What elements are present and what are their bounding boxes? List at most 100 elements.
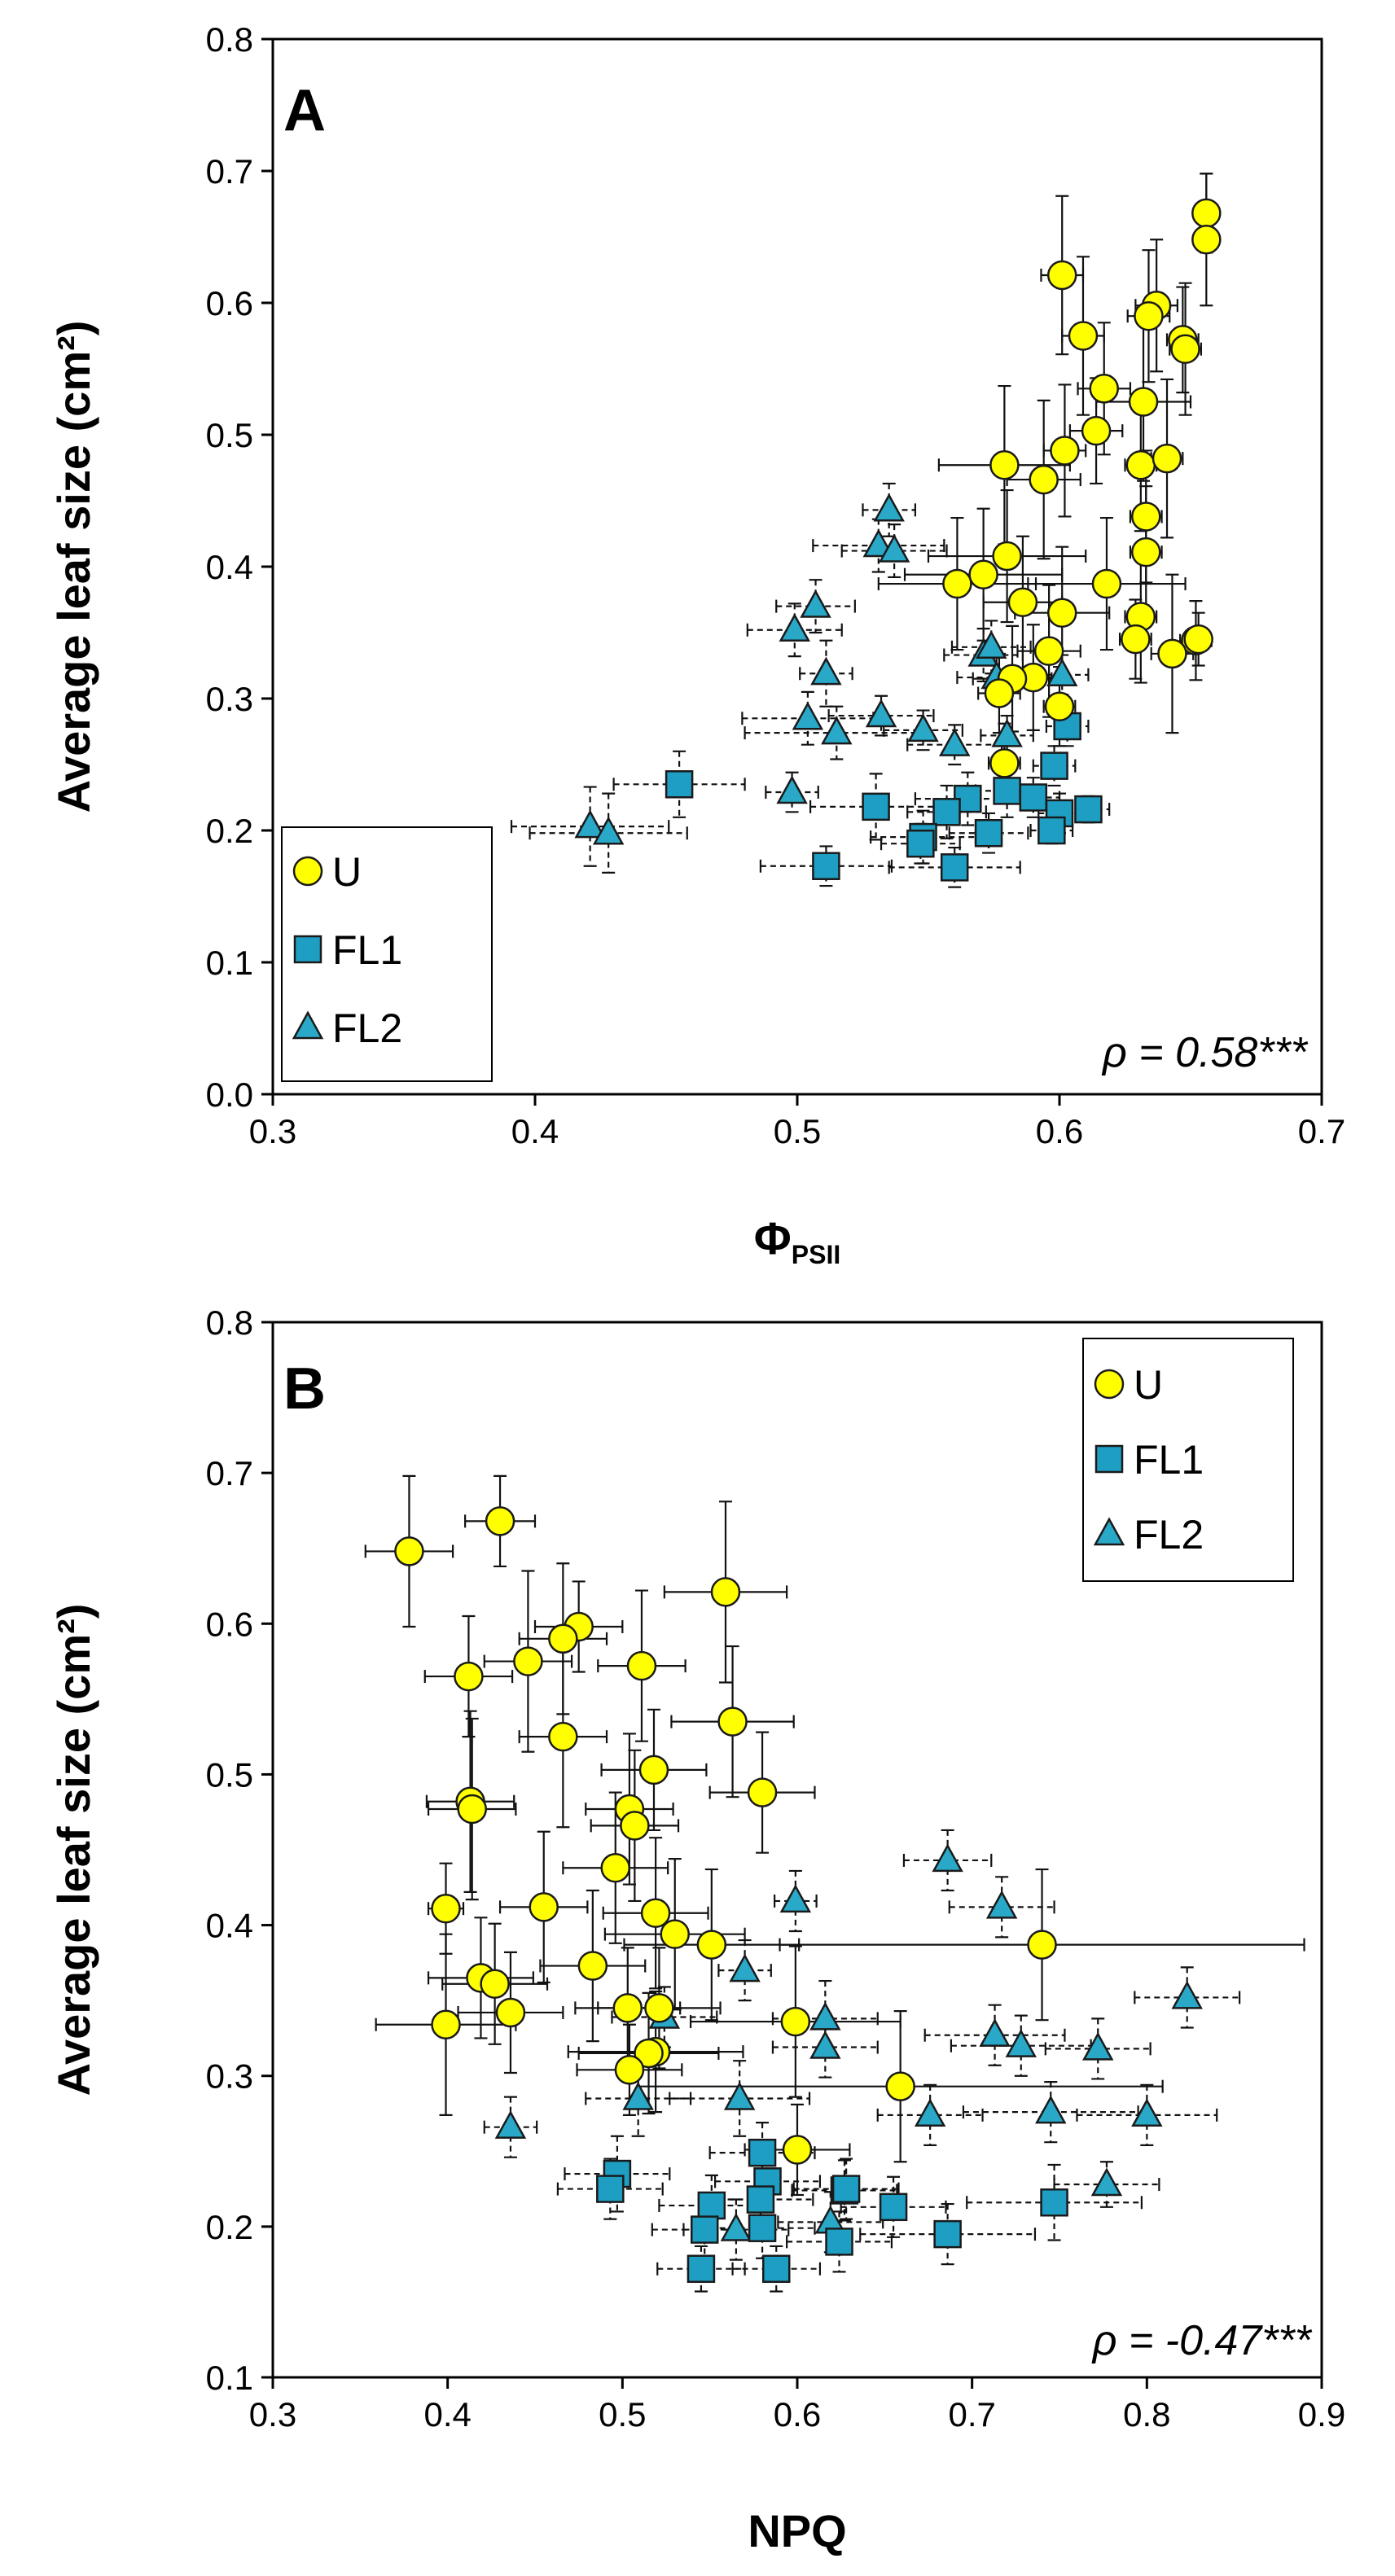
data-point (665, 770, 694, 799)
data-point (991, 718, 1023, 747)
legend-item-u: U (1094, 1362, 1163, 1408)
y-tick-label: 0.8 (206, 20, 253, 59)
data-point (989, 748, 1020, 778)
data-point (812, 852, 840, 880)
legend-item-fl1: FL1 (293, 927, 402, 973)
data-point (592, 816, 625, 845)
data-point (800, 589, 831, 618)
data-point (878, 533, 910, 563)
data-point (485, 1506, 515, 1536)
data-point (1157, 638, 1187, 669)
data-point (809, 2030, 841, 2059)
data-point (1068, 321, 1099, 351)
data-point (809, 2001, 841, 2031)
data-point (1040, 2188, 1068, 2217)
legend-item-u: U (292, 849, 362, 895)
x-tick-label: 0.6 (774, 2395, 821, 2434)
y-tick-label: 0.1 (206, 2359, 253, 2397)
panel-a-x-axis-symbol: Φ (754, 1212, 792, 1264)
data-point (612, 1993, 643, 2023)
data-point (644, 1993, 674, 2023)
data-point (454, 1661, 484, 1692)
data-point (1090, 2167, 1123, 2197)
y-tick-label: 0.3 (206, 2057, 253, 2096)
y-tick-label: 0.5 (206, 416, 253, 454)
legend-label: FL1 (1134, 1437, 1204, 1483)
data-point (989, 450, 1020, 480)
series-u (394, 1506, 1057, 2165)
data-point (1037, 816, 1066, 845)
data-point (1152, 443, 1182, 474)
legend-marker (292, 1010, 324, 1040)
panel-a-x-ticks: 0.3 0.4 0.5 0.6 0.7 (249, 1094, 1345, 1150)
data-point (638, 1755, 669, 1785)
data-point (614, 2055, 645, 2085)
data-point (431, 2009, 461, 2040)
data-point (938, 728, 971, 756)
data-point (697, 2191, 726, 2220)
x-tick-label: 0.7 (1298, 1112, 1345, 1150)
error-bar (746, 602, 843, 658)
data-point (596, 2175, 625, 2203)
y-tick-label: 0.0 (206, 1076, 253, 1114)
data-point (907, 713, 939, 743)
panel-b-y-ticks: 0.1 0.2 0.3 0.4 0.5 0.6 0.7 0.8 (206, 1303, 273, 2397)
legend-label: FL1 (332, 927, 402, 973)
data-point (879, 2193, 908, 2222)
data-point (717, 1706, 748, 1737)
data-point (747, 1777, 778, 1807)
legend-marker (292, 856, 323, 887)
x-tick-label: 0.8 (1123, 2395, 1170, 2434)
data-point (1074, 795, 1103, 824)
data-point (865, 699, 897, 728)
panel-b-x-axis-label: NPQ (748, 2505, 846, 2556)
panel-a-series-layer (510, 173, 1222, 888)
data-point (748, 2214, 777, 2242)
panel-a-correlation: ρ = 0.58*** (1101, 1029, 1309, 1076)
legend-item-fl2: FL2 (292, 1005, 402, 1051)
data-point (1128, 387, 1159, 417)
data-point (779, 613, 810, 642)
data-point (1131, 502, 1161, 532)
panel-a-letter: A (283, 78, 326, 143)
data-point (634, 2038, 664, 2069)
data-point (723, 2081, 756, 2110)
series-u (942, 198, 1222, 778)
data-point (600, 1852, 630, 1883)
data-point (622, 2081, 654, 2110)
data-point (1005, 2029, 1037, 2057)
legend-label: FL2 (1134, 1512, 1204, 1557)
data-points (394, 1506, 1203, 2283)
y-tick-label: 0.7 (206, 152, 253, 191)
data-point (1125, 450, 1156, 480)
data-point (696, 1930, 727, 1960)
data-point (480, 1969, 510, 2000)
x-tick-label: 0.4 (511, 1112, 559, 1150)
panel-a-legend-items: U FL1 FL2 (292, 849, 402, 1051)
x-tick-label: 0.7 (948, 2395, 995, 2434)
panel-a-x-axis-subscript: PSII (792, 1240, 840, 1269)
data-point (810, 656, 842, 686)
data-point (1046, 260, 1077, 291)
data-point (1027, 1930, 1057, 1960)
data-point (1121, 624, 1151, 655)
legend-marker (293, 935, 322, 964)
y-tick-label: 0.4 (206, 548, 253, 586)
data-point (1035, 2095, 1067, 2124)
data-point (1131, 2098, 1163, 2127)
data-point (984, 678, 1015, 708)
data-point (914, 2098, 946, 2127)
data-point (780, 2006, 811, 2037)
data-point (1082, 2031, 1114, 2061)
data-point (932, 798, 961, 826)
panel-b-legend: U FL1 FL2 (1082, 1338, 1294, 1582)
data-point (1191, 198, 1222, 229)
data-point (729, 1953, 761, 1982)
data-point (825, 2228, 853, 2256)
data-point (640, 1898, 671, 1929)
data-point (394, 1536, 424, 1566)
data-point (776, 775, 808, 804)
data-point (782, 2135, 813, 2165)
error-bar (966, 2163, 1143, 2241)
